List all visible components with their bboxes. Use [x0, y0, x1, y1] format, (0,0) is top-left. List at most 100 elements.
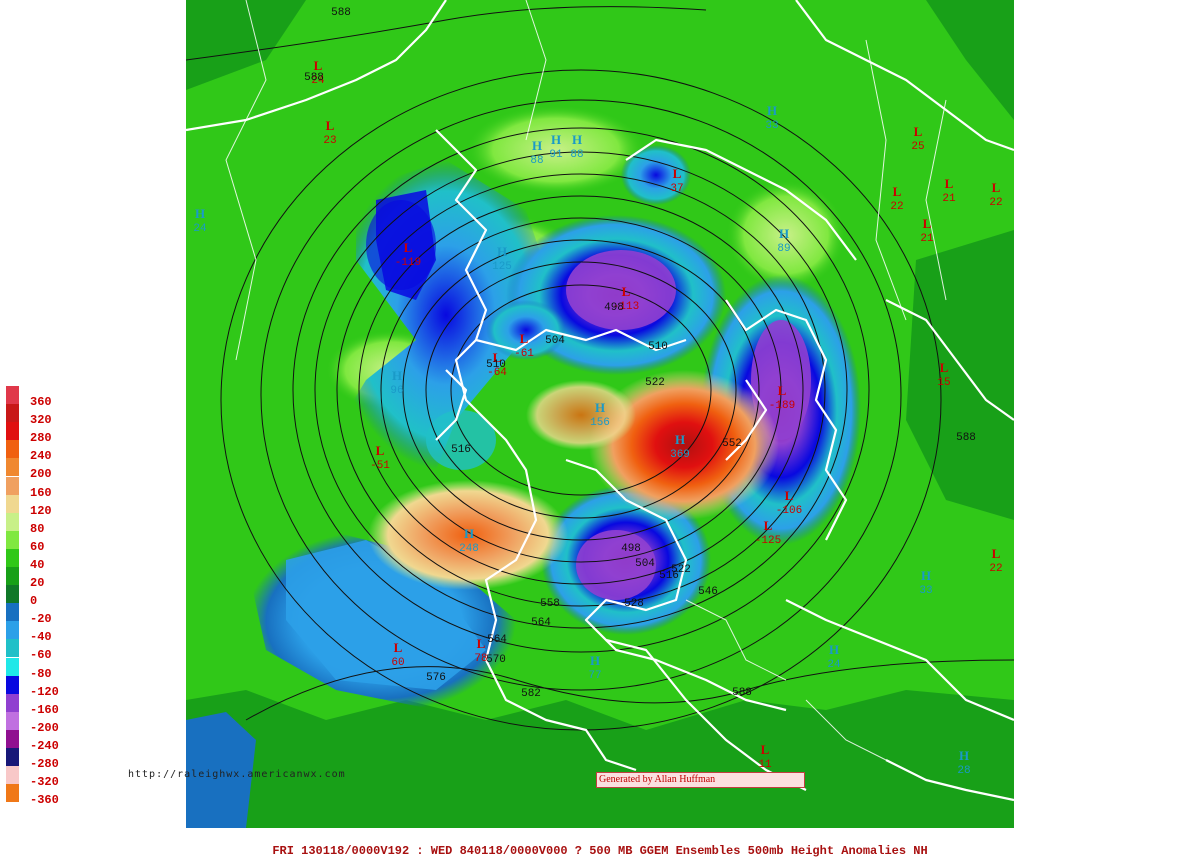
legend-label: -280: [30, 757, 59, 771]
high-marker: H: [532, 138, 542, 153]
legend-label: 360: [30, 395, 52, 409]
contour-label: 498: [604, 302, 624, 314]
low-value: 78: [474, 653, 487, 665]
high-value: 77: [588, 670, 601, 682]
high-marker: H: [497, 244, 507, 259]
contour-label: 588: [331, 7, 351, 19]
high-value: 24: [827, 659, 841, 671]
legend-swatch: [6, 675, 19, 694]
low-value: 37: [670, 183, 683, 195]
legend-label: 160: [30, 485, 52, 500]
low-marker: L: [314, 58, 323, 73]
legend-label: 280: [30, 431, 52, 446]
low-value: -106: [776, 505, 802, 517]
contour-label: 570: [486, 654, 506, 666]
legend-swatch: [6, 657, 19, 676]
color-legend: 360 320 280 240 200 160 120 80 60 40 20 0 -20 -40 -60-…: [6, 386, 59, 816]
legend-label: -20: [30, 612, 52, 627]
low-marker: L: [376, 443, 385, 458]
low-value: 24: [311, 75, 325, 87]
legend-label: 320: [30, 413, 52, 428]
legend-swatch: [6, 530, 19, 549]
legend-label: 240: [30, 449, 52, 464]
legend-swatch: [6, 386, 19, 404]
legend-swatch: [6, 458, 19, 477]
low-marker: L: [785, 488, 794, 503]
low-value: 15: [937, 377, 950, 389]
low-value: 22: [989, 563, 1002, 575]
low-marker: L: [493, 350, 502, 365]
low-marker: L: [761, 742, 770, 757]
high-value: 28: [957, 765, 970, 777]
low-marker: L: [404, 240, 413, 255]
high-marker: H: [195, 206, 205, 221]
contour-label: 588: [732, 687, 752, 699]
legend-swatch: [6, 494, 19, 513]
low-marker: L: [764, 518, 773, 533]
low-marker: L: [992, 180, 1001, 195]
contour-label: 498: [621, 543, 641, 555]
legend-swatch: [6, 422, 19, 441]
legend-swatch: [6, 567, 19, 585]
high-value: 248: [459, 543, 479, 555]
low-value: -61: [514, 348, 534, 360]
legend-label: -200: [30, 720, 59, 735]
source-url: http://raleighwx.americanwx.com: [128, 769, 346, 780]
legend-label: 80: [30, 521, 45, 536]
high-value: 33: [765, 120, 778, 132]
low-marker: L: [945, 176, 954, 191]
legend-swatch: [6, 585, 19, 604]
low-marker: L: [923, 216, 932, 231]
contour-label: 510: [486, 359, 506, 371]
low-marker: L: [673, 166, 682, 181]
contour-label: 528: [624, 598, 644, 610]
credit-box: Generated by Allan Huffman: [596, 772, 805, 788]
low-marker: L: [893, 184, 902, 199]
low-marker: L: [326, 118, 335, 133]
legend-label: 60: [30, 539, 45, 554]
high-value: 156: [590, 417, 610, 429]
legend-swatch: [6, 766, 19, 785]
low-value: 21: [920, 233, 934, 245]
footer-caption: FRI 130118/0000V192 : WED 840118/0000V00…: [272, 844, 928, 858]
legend-swatch: [6, 512, 19, 531]
low-marker: L: [778, 383, 787, 398]
legend-label: 20: [30, 576, 45, 590]
legend-label: 200: [30, 467, 52, 482]
high-value: 125: [492, 261, 512, 273]
low-value: 22: [890, 201, 903, 213]
legend-swatch: [6, 548, 19, 567]
height-anomaly-map: L -119 L -61 L -64 L -113 L -51 L -106 L -125 L -189 L 60…: [186, 0, 1014, 828]
map-svg: L-119L-61L-64L-113L-51L-106L-125L-189L60…: [186, 0, 1014, 828]
high-marker: H: [779, 226, 789, 241]
legend-swatch: [6, 711, 19, 730]
low-marker: L: [622, 284, 631, 299]
legend-label: 0: [30, 594, 38, 609]
low-value: -64: [487, 367, 507, 379]
contour-label: 564: [487, 634, 507, 646]
low-value: -119: [395, 257, 421, 269]
legend-swatch: [6, 748, 19, 766]
contour-label: 516: [659, 570, 679, 582]
high-marker: H: [392, 368, 402, 383]
legend-swatch: [6, 621, 19, 640]
high-marker: H: [464, 526, 474, 541]
high-value: 96: [390, 385, 403, 397]
low-marker: L: [477, 636, 486, 651]
high-marker: H: [767, 103, 777, 118]
contour-label: 552: [722, 438, 742, 450]
contour-label: 522: [645, 377, 665, 389]
contour-label: 558: [540, 598, 560, 610]
legend-label: -240: [30, 738, 59, 753]
legend-label: -360: [30, 793, 59, 808]
high-value: 91: [549, 149, 563, 161]
low-value: -125: [755, 535, 781, 547]
high-marker: H: [959, 748, 969, 763]
contour-label: 516: [451, 444, 471, 456]
low-value: 23: [323, 135, 336, 147]
low-value: -51: [370, 460, 390, 472]
high-value: 88: [530, 155, 543, 167]
low-marker: L: [914, 124, 923, 139]
high-marker: H: [829, 642, 839, 657]
high-marker: H: [572, 132, 582, 147]
